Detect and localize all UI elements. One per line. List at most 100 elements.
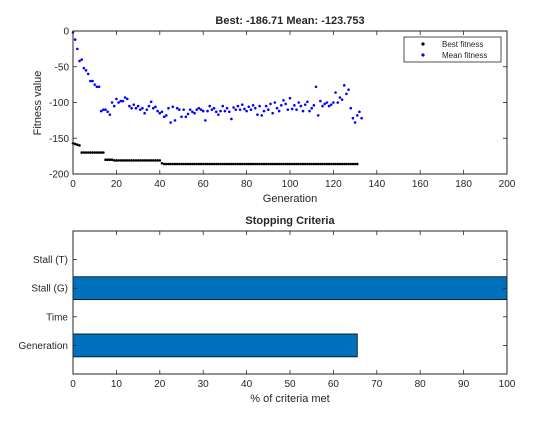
best-fitness-point [108,158,112,161]
mean-fitness-point [247,105,251,109]
best-fitness-point [147,159,151,162]
mean-fitness-point [284,102,287,106]
best-fitness-point [143,159,146,162]
best-fitness-point [99,151,103,154]
mean-fitness-point [286,108,290,111]
pct-tick-label: 100 [499,379,516,390]
mean-fitness-point [173,119,177,122]
stopping-criteria-title: Stopping Criteria [245,215,335,227]
category-label: Time [46,312,68,323]
mean-fitness-point [327,104,331,108]
mean-fitness-point [195,108,198,111]
mean-fitness-point [301,109,305,113]
mean-fitness-point [169,121,172,124]
mean-fitness-point [227,110,231,114]
best-fitness-point [293,162,296,166]
best-fitness-point [188,162,192,166]
y-tick-label: -150 [49,134,69,145]
mean-fitness-point [275,106,279,110]
mean-fitness-point [112,104,116,108]
best-fitness-point [267,162,270,166]
best-fitness-point [243,162,246,166]
mean-fitness-point [308,109,311,113]
best-fitness-point [197,162,201,166]
best-fitness-point [121,159,125,162]
fitness-plot-title: Best: -186.71 Mean: -123.753 [215,15,364,27]
x-tick-label: 0 [70,179,76,190]
best-fitness-point [84,151,88,154]
fitness-marks [71,31,363,166]
mean-fitness-point [149,100,153,104]
mean-fitness-point [123,96,127,99]
mean-fitness-point [251,104,255,107]
best-fitness-point [167,162,170,166]
mean-fitness-point [230,117,233,121]
best-fitness-point [275,162,279,166]
best-fitness-point [325,162,329,166]
best-fitness-point [117,159,120,162]
y-tick-label: -100 [49,98,69,109]
best-fitness-point [316,162,320,166]
mean-fitness-point [232,106,235,109]
mean-fitness-point [117,101,120,104]
best-fitness-point [149,159,153,162]
best-fitness-point [227,162,231,166]
best-fitness-point [232,162,235,166]
best-fitness-point [78,144,81,147]
mean-fitness-point [206,109,209,113]
x-tick-label: 40 [154,179,166,190]
best-fitness-point [264,162,268,166]
x-tick-label: 100 [282,179,299,190]
best-fitness-point [206,162,209,166]
mean-fitness-point [214,110,218,114]
best-fitness-point [238,162,242,166]
mean-fitness-point [162,115,166,119]
mean-fitness-point [134,106,138,110]
criteria-bar [72,333,358,358]
criteria-bar [72,276,508,301]
best-fitness-point [303,162,307,166]
mean-fitness-point [236,104,240,108]
best-fitness-point [338,162,342,166]
best-fitness-point [273,162,277,166]
best-fitness-point [154,159,157,162]
mean-fitness-point [295,108,298,111]
mean-fitness-point [321,104,324,108]
mean-fitness-point [76,47,79,51]
best-fitness-point [306,162,309,166]
mean-fitness-point [243,107,246,111]
y-tick-label: -50 [55,62,70,73]
best-fitness-point [314,162,318,166]
mean-fitness-point [145,108,149,111]
mean-fitness-point [158,111,162,115]
best-fitness-point [123,159,127,162]
mean-fitness-point [238,108,242,111]
best-fitness-point [73,142,77,146]
mean-fitness-point [186,112,190,116]
pct-tick-label: 20 [154,379,166,390]
best-fitness-point [295,162,298,166]
mean-fitness-point [147,104,151,108]
mean-fitness-point [349,106,353,110]
mean-fitness-point [138,108,142,111]
y-tick-label: -200 [49,170,69,181]
best-fitness-point [284,162,287,166]
x-tick-label: 160 [412,179,429,190]
mean-fitness-point [151,106,155,110]
best-fitness-point [217,162,220,166]
mean-fitness-point [80,58,83,61]
x-tick-label: 140 [368,179,385,190]
best-fitness-point [329,162,333,166]
legend-box [403,36,502,63]
best-fitness-point [230,162,233,166]
mean-fitness-point [316,114,320,117]
mean-fitness-point [323,102,327,106]
category-label: Generation [19,341,68,352]
mean-fitness-point [225,106,229,110]
mean-fitness-point [245,109,248,113]
best-fitness-point [269,162,272,166]
mean-fitness-point [136,104,140,108]
best-fitness-point [332,162,335,166]
